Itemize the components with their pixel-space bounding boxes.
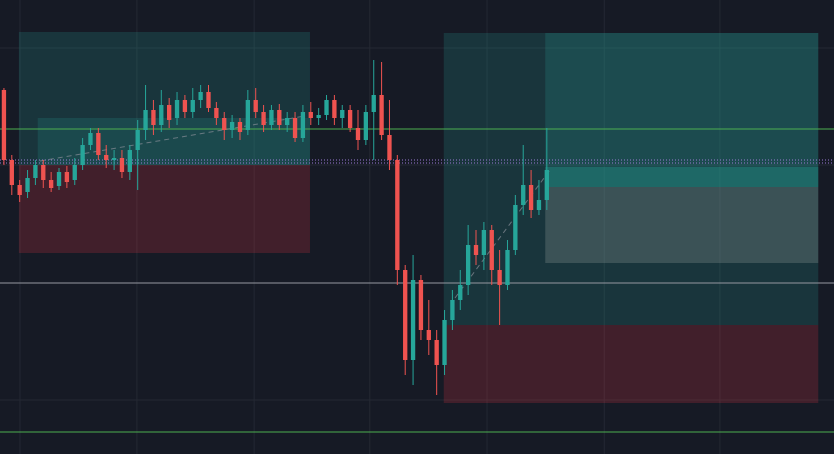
candle-body: [119, 158, 125, 172]
price-lines: [0, 128, 834, 433]
position-zone: [18, 32, 310, 165]
candle-body: [458, 285, 463, 300]
candle-body: [434, 340, 439, 365]
candle-body: [505, 250, 510, 285]
candle-body: [403, 270, 408, 360]
candle-body: [182, 100, 188, 112]
candle-body: [465, 245, 471, 285]
position-zone: [545, 187, 819, 263]
candle-body: [166, 105, 172, 120]
candle-body: [33, 165, 38, 178]
candle-body: [253, 100, 258, 112]
candle-body: [25, 178, 30, 192]
candle-body: [229, 122, 235, 130]
candle-body: [159, 105, 164, 125]
candle-body: [332, 100, 337, 118]
candle-body: [426, 330, 431, 340]
candle-body: [214, 108, 219, 118]
candle-body: [363, 112, 369, 140]
candle-body: [245, 100, 251, 130]
candle-body: [442, 320, 447, 365]
candle-body: [127, 150, 132, 172]
candle-body: [497, 270, 502, 285]
candle-body: [355, 128, 361, 140]
candle-body: [528, 185, 534, 210]
position-zone: [37, 118, 310, 165]
candle-body: [269, 110, 274, 125]
candle-body: [151, 110, 156, 125]
position-zone: [443, 325, 819, 403]
candles: [1, 60, 549, 395]
candle-body: [96, 133, 101, 155]
position-zone: [18, 165, 310, 253]
candle-body: [379, 95, 384, 135]
candle-body: [9, 160, 14, 185]
candle-body: [316, 115, 321, 118]
candle-body: [324, 100, 329, 115]
position-zone: [545, 167, 819, 187]
candle-body: [308, 112, 313, 118]
candle-body: [536, 200, 542, 210]
candle-body: [72, 165, 77, 180]
candle-body: [544, 170, 549, 200]
candle-body: [104, 155, 109, 160]
candle-body: [17, 185, 22, 195]
candle-body: [190, 100, 195, 112]
candle-body: [80, 145, 85, 165]
position-zone: [545, 33, 819, 167]
candle-body: [261, 112, 266, 125]
candle-body: [222, 118, 227, 130]
candle-body: [521, 185, 526, 205]
candle-body: [387, 135, 392, 160]
candle-body: [489, 230, 494, 270]
candle-body: [473, 245, 479, 255]
candle-body: [410, 280, 416, 360]
candle-body: [513, 205, 518, 250]
candle-body: [371, 95, 376, 112]
candle-body: [418, 280, 424, 330]
candle-body: [481, 230, 487, 255]
candle-body: [198, 92, 203, 100]
zones: [18, 32, 819, 403]
candle-body: [135, 130, 140, 150]
candle-body: [340, 110, 345, 118]
candle-body: [88, 133, 93, 145]
candle-body: [285, 118, 290, 125]
candle-body: [1, 90, 7, 160]
candle-body: [347, 110, 353, 128]
candle-body: [300, 112, 306, 138]
candle-body: [206, 92, 211, 108]
candle-body: [143, 110, 148, 130]
candle-body: [450, 300, 455, 320]
candle-body: [174, 100, 180, 118]
candle-body: [48, 180, 54, 188]
candle-body: [277, 110, 282, 125]
candle-body: [41, 165, 46, 180]
candle-body: [237, 122, 243, 132]
candle-body: [64, 172, 70, 182]
candle-body: [292, 118, 298, 138]
candle-body: [395, 160, 400, 270]
candle-body: [56, 172, 62, 186]
candle-body: [111, 158, 117, 160]
